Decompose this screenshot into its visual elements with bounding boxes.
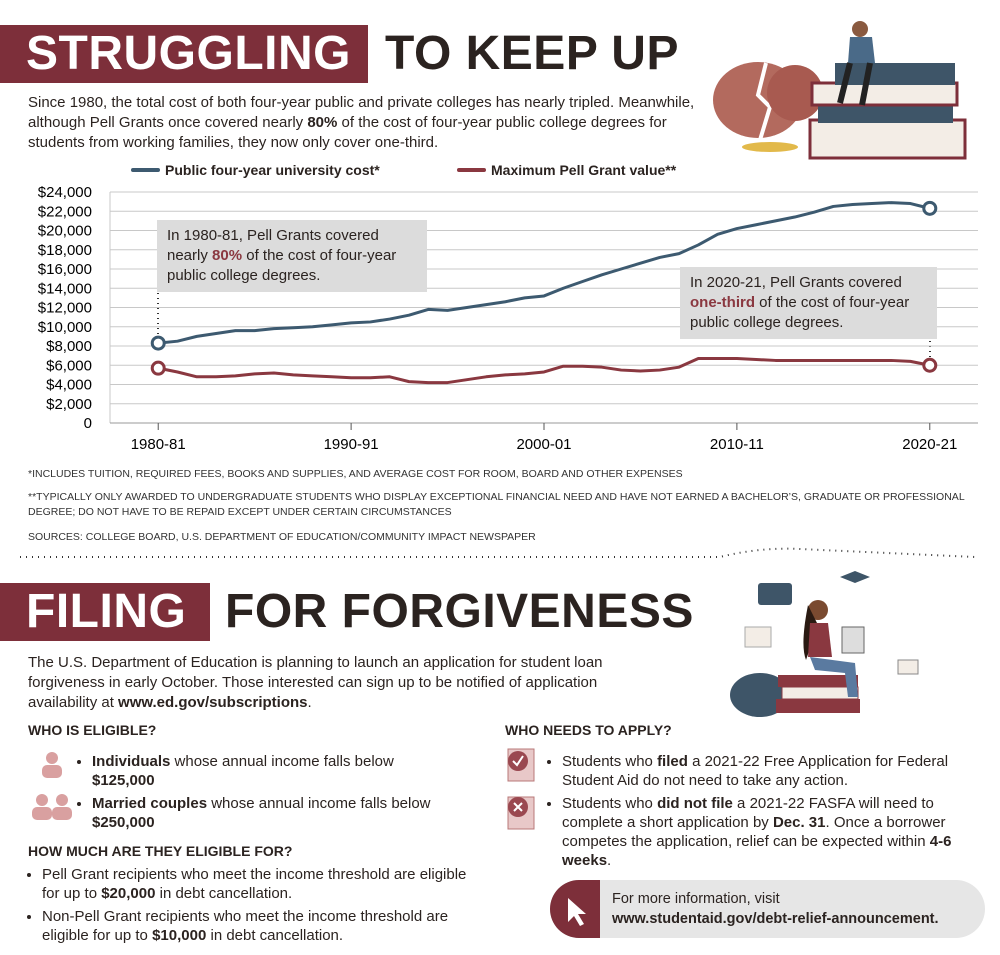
legend-label: Public four-year university cost* bbox=[165, 162, 380, 178]
list-item: Married couples whose annual income fall… bbox=[92, 794, 452, 832]
x-tick-label: 1980-81 bbox=[131, 436, 186, 453]
title-rest: TO KEEP UP bbox=[385, 27, 679, 80]
y-tick-label: $14,000 bbox=[38, 280, 92, 297]
separator bbox=[20, 547, 976, 558]
endpoint-marker bbox=[150, 335, 166, 351]
bold-text: one-third bbox=[690, 294, 755, 311]
amount-list: Pell Grant recipients who meet the incom… bbox=[28, 865, 487, 949]
bold-text: Married couples bbox=[92, 795, 208, 812]
text: in debt cancellation. bbox=[155, 885, 293, 902]
y-tick-label: 0 bbox=[84, 415, 92, 432]
apply-list: Students who filed a 2021-22 Free Applic… bbox=[548, 752, 962, 874]
bold-text: $20,000 bbox=[101, 885, 156, 902]
section-heading: WHO NEEDS TO APPLY? bbox=[505, 722, 672, 738]
bold-text: 80% bbox=[212, 247, 243, 264]
endpoint-marker bbox=[922, 357, 938, 373]
y-tick-label: $2,000 bbox=[46, 396, 92, 413]
bold-text: $250,000 bbox=[92, 814, 155, 831]
text: Since 1980, the total cost of both four-… bbox=[28, 94, 695, 131]
text: . Once a borrower competes the applicati… bbox=[562, 814, 946, 850]
cursor-icon bbox=[550, 880, 600, 938]
x-tick-label: 2010-11 bbox=[710, 436, 764, 453]
y-tick-label: $4,000 bbox=[46, 377, 92, 394]
text: In 2020-21, Pell Grants covered bbox=[690, 274, 902, 291]
y-tick-label: $22,000 bbox=[38, 203, 92, 220]
source: SOURCES: COLLEGE BOARD, U.S. DEPARTMENT … bbox=[28, 531, 536, 543]
intro: The U.S. Department of Education is plan… bbox=[28, 653, 668, 713]
text: Students who bbox=[562, 795, 658, 812]
bold-text: $125,000 bbox=[92, 772, 155, 789]
endpoint-marker bbox=[150, 360, 166, 376]
y-tick-label: $24,000 bbox=[38, 184, 92, 201]
info-box: For more information, visit www.studentai… bbox=[550, 880, 985, 938]
text: of the cost of four-year public college … bbox=[167, 247, 397, 284]
person-icons bbox=[32, 752, 72, 820]
list-item: Students who filed a 2021-22 Free Applic… bbox=[562, 752, 962, 790]
text: whose annual income falls below bbox=[170, 753, 394, 770]
x-tick-label: 2020-21 bbox=[902, 436, 957, 453]
text: a 2021-22 Free Application for Federal S… bbox=[562, 753, 949, 789]
y-tick-label: $10,000 bbox=[38, 319, 92, 336]
y-tick-label: $20,000 bbox=[38, 223, 92, 240]
title-highlight: FILING bbox=[0, 583, 210, 641]
bold-text: Individuals bbox=[92, 753, 171, 770]
list-item: Students who did not file a 2021-22 FASF… bbox=[562, 794, 962, 870]
bold-text: 4-6 weeks bbox=[562, 833, 952, 869]
text: whose annual income falls below bbox=[207, 795, 431, 812]
bold-text: Dec. 31 bbox=[772, 814, 826, 831]
title-rest: FOR FORGIVENESS bbox=[225, 585, 694, 638]
bold-text: www.ed.gov/subscriptions bbox=[118, 694, 308, 711]
text: . bbox=[307, 694, 312, 711]
bold-text: $10,000 bbox=[152, 927, 207, 944]
text: In 1980-81, Pell Grants covered nearly bbox=[167, 227, 379, 264]
text: a 2021-22 FASFA will need to complete a … bbox=[562, 795, 934, 831]
x-tick-label: 2000-01 bbox=[516, 436, 571, 453]
text: of the cost of four-year public college … bbox=[690, 294, 910, 331]
info-text: For more information, visit www.studentai… bbox=[612, 889, 939, 929]
section-heading: HOW MUCH ARE THEY ELIGIBLE FOR? bbox=[28, 843, 293, 859]
series-line bbox=[157, 357, 931, 385]
text: Students who bbox=[562, 753, 658, 770]
title-highlight: STRUGGLING bbox=[0, 25, 368, 83]
text: in debt cancellation. bbox=[206, 927, 344, 944]
illustration-student bbox=[730, 571, 919, 717]
text: Pell Grant recipients who meet the incom… bbox=[42, 866, 467, 902]
illustration-piggy bbox=[713, 21, 967, 160]
list-item: Pell Grant recipients who meet the incom… bbox=[42, 865, 487, 903]
annotation: In 2020-21, Pell Grants covered one-thir… bbox=[680, 267, 937, 339]
bold-text: www.studentaid.gov/debt-relief-announcem… bbox=[612, 911, 939, 927]
intro: Since 1980, the total cost of both four-… bbox=[28, 93, 708, 153]
y-tick-label: $8,000 bbox=[46, 338, 92, 355]
text: Non-Pell Grant recipients who meet the i… bbox=[42, 908, 449, 944]
x-tick-label: 1990-91 bbox=[324, 436, 379, 453]
legend-label: Maximum Pell Grant value** bbox=[491, 162, 677, 178]
document-icons bbox=[507, 748, 535, 830]
endpoint-marker bbox=[922, 200, 938, 216]
bold-text: filed bbox=[657, 753, 688, 770]
text: of the cost of four-year public college … bbox=[28, 114, 667, 151]
bold-text: 80% bbox=[307, 114, 338, 131]
y-tick-label: $12,000 bbox=[38, 300, 92, 317]
text: For more information, visit bbox=[612, 891, 780, 907]
eligible-list: Individuals whose annual income falls be… bbox=[78, 752, 452, 836]
list-item: Non-Pell Grant recipients who meet the i… bbox=[42, 907, 487, 945]
text: . bbox=[607, 852, 612, 869]
annotation: In 1980-81, Pell Grants covered nearly 8… bbox=[157, 220, 427, 292]
bold-text: did not file bbox=[657, 795, 733, 812]
series-line bbox=[158, 201, 931, 345]
footnote: *INCLUDES TUITION, REQUIRED FEES, BOOKS … bbox=[28, 468, 683, 480]
text: The U.S. Department of Education is plan… bbox=[28, 654, 603, 711]
y-tick-label: $18,000 bbox=[38, 242, 92, 259]
list-item: Individuals whose annual income falls be… bbox=[92, 752, 452, 790]
section-heading: WHO IS ELIGIBLE? bbox=[28, 722, 157, 738]
y-tick-label: $16,000 bbox=[38, 261, 92, 278]
footnote: **TYPICALLY ONLY AWARDED TO UNDERGRADUAT… bbox=[28, 491, 965, 518]
y-tick-label: $6,000 bbox=[46, 357, 92, 374]
